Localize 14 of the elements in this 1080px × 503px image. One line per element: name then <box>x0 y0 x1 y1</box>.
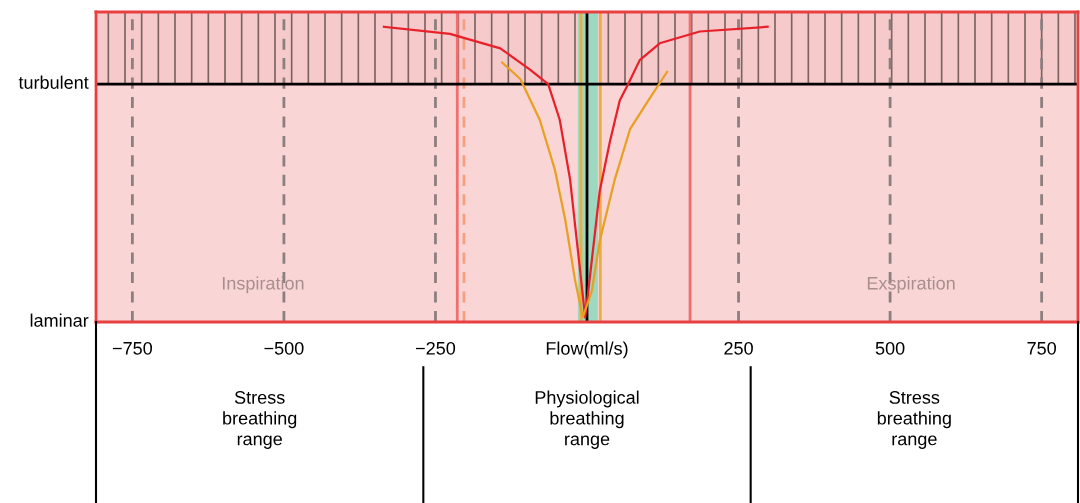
x-tick-label: −500 <box>264 341 304 355</box>
text: laminar <box>30 313 89 327</box>
x-axis-title: Flow(ml/s) <box>546 341 628 359</box>
text: Stress breathing range <box>877 391 951 449</box>
annotation: Inspiration <box>222 276 304 294</box>
text: Stress breathing range <box>223 391 297 449</box>
x-tick-label: 750 <box>1027 341 1056 355</box>
x-tick-label: −250 <box>416 341 456 355</box>
x-tick-label: 500 <box>875 341 905 355</box>
text: Physiological breathing range <box>535 390 639 449</box>
ref-line-label: turbulent <box>18 75 89 89</box>
x-tick-label: −750 <box>112 341 152 355</box>
annotation: Exspiration <box>867 276 955 294</box>
x-tick-label: 250 <box>724 341 753 355</box>
